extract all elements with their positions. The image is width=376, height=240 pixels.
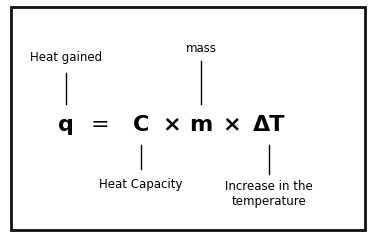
Text: ΔT: ΔT (253, 115, 285, 135)
Text: q: q (58, 115, 74, 135)
Text: m: m (190, 115, 213, 135)
Text: mass: mass (186, 42, 217, 54)
Text: ×: × (222, 115, 241, 135)
Text: C: C (133, 115, 149, 135)
Text: ×: × (162, 115, 180, 135)
Text: Increase in the
temperature: Increase in the temperature (225, 180, 313, 208)
Text: Heat gained: Heat gained (30, 51, 102, 64)
Text: =: = (90, 115, 109, 135)
Text: Heat Capacity: Heat Capacity (99, 178, 183, 191)
